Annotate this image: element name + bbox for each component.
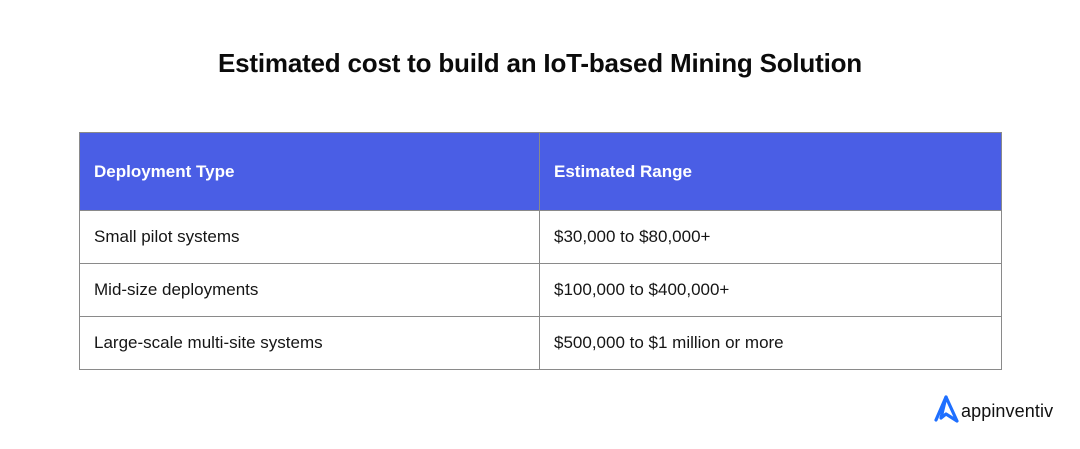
page-title: Estimated cost to build an IoT-based Min… xyxy=(218,48,862,78)
cost-table: Deployment Type Estimated Range Small pi… xyxy=(79,132,1002,370)
brand-name: appinventiv xyxy=(961,401,1054,421)
deployment-type-cell: Small pilot systems xyxy=(79,210,540,264)
deployment-type-cell: Mid-size deployments xyxy=(79,263,540,317)
table-header-row: Deployment Type Estimated Range xyxy=(79,132,1002,211)
table-row: Small pilot systems $30,000 to $80,000+ xyxy=(79,210,1002,264)
brand-logo: appinventiv xyxy=(933,395,1053,428)
table-row: Mid-size deployments $100,000 to $400,00… xyxy=(79,263,1002,317)
estimated-range-cell: $500,000 to $1 million or more xyxy=(539,316,1002,370)
table-row: Large-scale multi-site systems $500,000 … xyxy=(79,316,1002,370)
estimated-range-cell: $30,000 to $80,000+ xyxy=(539,210,1002,264)
appinventiv-logo-icon xyxy=(933,395,959,428)
header-estimated-range: Estimated Range xyxy=(539,132,1002,211)
header-deployment-type: Deployment Type xyxy=(79,132,540,211)
estimated-range-cell: $100,000 to $400,000+ xyxy=(539,263,1002,317)
deployment-type-cell: Large-scale multi-site systems xyxy=(79,316,540,370)
